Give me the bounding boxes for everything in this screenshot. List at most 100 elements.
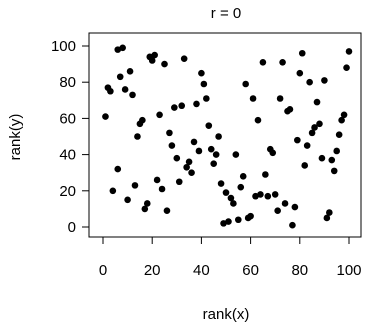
data-point	[323, 214, 331, 222]
data-point	[185, 158, 193, 166]
data-point	[175, 178, 183, 186]
x-tick-label: 20	[144, 262, 161, 279]
data-point	[249, 95, 257, 102]
data-point	[286, 106, 294, 113]
data-point	[303, 142, 311, 149]
data-point	[107, 87, 114, 95]
data-point	[328, 156, 336, 164]
data-point	[180, 55, 188, 62]
data-point	[242, 80, 249, 88]
data-point	[193, 100, 200, 108]
data-point	[264, 192, 272, 200]
data-point	[126, 68, 134, 75]
data-point	[333, 147, 341, 155]
data-point	[141, 205, 149, 213]
plot-frame	[88, 32, 362, 238]
data-point	[215, 133, 222, 140]
data-point	[121, 86, 129, 93]
y-axis-label: rank(y)	[7, 114, 24, 161]
data-point	[119, 44, 126, 52]
x-tick-label: 40	[193, 262, 210, 279]
data-point	[217, 180, 225, 187]
data-points	[102, 44, 353, 229]
x-tick-label: 0	[99, 262, 107, 279]
data-point	[257, 191, 264, 198]
data-point	[116, 73, 124, 81]
data-point	[276, 95, 284, 102]
data-point	[183, 163, 190, 171]
data-point	[190, 138, 198, 146]
data-point	[259, 58, 267, 66]
data-point	[168, 142, 176, 149]
y-axis: 0 20 40 60 80 100	[51, 38, 90, 236]
x-tick-label: 60	[242, 262, 259, 279]
data-point	[212, 151, 220, 158]
data-point	[281, 200, 289, 207]
data-point	[139, 116, 146, 124]
data-point	[210, 160, 217, 167]
data-point	[343, 64, 350, 72]
data-point	[230, 200, 237, 207]
data-point	[102, 113, 109, 120]
data-point	[151, 51, 158, 59]
data-point	[109, 187, 117, 195]
y-tick-label: 60	[59, 110, 76, 127]
data-point	[316, 120, 323, 128]
data-point	[301, 162, 309, 169]
data-point	[321, 77, 328, 84]
data-point	[207, 145, 215, 153]
data-point	[153, 176, 161, 184]
data-point	[262, 171, 269, 178]
data-point	[166, 129, 173, 137]
data-point	[291, 203, 299, 211]
data-point	[198, 69, 205, 77]
y-tick-label: 20	[59, 183, 76, 200]
data-point	[271, 191, 279, 198]
data-point	[200, 80, 208, 88]
data-point	[279, 58, 286, 66]
data-point	[158, 185, 166, 193]
data-point	[340, 111, 348, 119]
data-point	[326, 209, 333, 216]
data-point	[129, 91, 136, 99]
data-point	[311, 124, 318, 131]
data-point	[306, 78, 313, 86]
data-point	[114, 165, 122, 173]
x-axis-label: rank(x)	[203, 306, 250, 323]
data-point	[294, 136, 301, 144]
data-point	[296, 69, 304, 77]
data-point	[205, 122, 213, 129]
data-point	[237, 183, 245, 191]
data-point	[289, 221, 296, 229]
data-point	[247, 212, 254, 220]
x-tick-label: 80	[291, 262, 308, 279]
data-point	[195, 147, 203, 155]
data-point	[134, 133, 141, 140]
x-tick-label: 100	[336, 262, 361, 279]
data-point	[173, 154, 181, 162]
data-point	[124, 196, 131, 204]
data-point	[225, 218, 232, 225]
x-axis: 0 20 40 60 80 100	[99, 236, 362, 279]
data-point	[318, 154, 326, 162]
y-tick-label: 0	[68, 219, 76, 236]
data-point	[161, 60, 168, 68]
data-point	[274, 207, 281, 215]
y-tick-label: 100	[51, 38, 76, 55]
y-tick-label: 80	[59, 74, 76, 91]
data-point	[235, 216, 242, 224]
data-point	[143, 200, 151, 207]
data-point	[178, 102, 186, 110]
data-point	[313, 98, 321, 106]
data-point	[254, 116, 262, 124]
data-point	[222, 189, 230, 196]
data-point	[171, 104, 178, 111]
data-point	[203, 95, 210, 102]
data-point	[156, 111, 163, 119]
y-tick-label: 40	[59, 147, 76, 164]
data-point	[239, 173, 247, 180]
data-point	[269, 149, 277, 157]
data-point	[232, 151, 240, 158]
data-point	[330, 167, 338, 175]
